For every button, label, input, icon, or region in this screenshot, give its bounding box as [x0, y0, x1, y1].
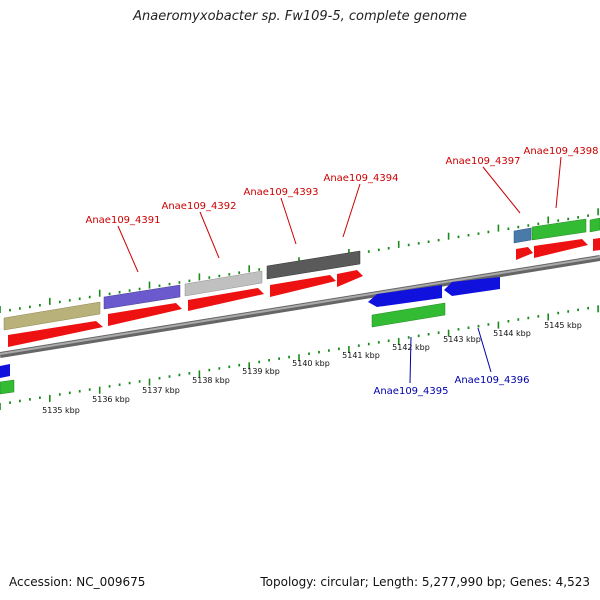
gene-label-4398[interactable]: Anae109_4398	[524, 146, 599, 157]
cds-arrow-4394[interactable]	[337, 270, 363, 287]
gene-bar-4397[interactable]	[513, 227, 532, 244]
kbp-label-5145: 5145 kbp	[544, 321, 582, 330]
cds-arrow-4391[interactable]	[108, 303, 182, 326]
kbp-label-5137: 5137 kbp	[142, 386, 180, 395]
kbp-label-5142: 5142 kbp	[392, 343, 430, 352]
kbp-label-5144: 5144 kbp	[493, 329, 531, 338]
lower-tick-ruler	[0, 305, 599, 410]
cds-arrow-4396[interactable]	[444, 277, 500, 296]
kbp-label-5139: 5139 kbp	[242, 367, 280, 376]
gene-bar-4391[interactable]	[103, 284, 181, 310]
cds-arrow-4392[interactable]	[188, 288, 264, 311]
kbp-label-5143: 5143 kbp	[443, 335, 481, 344]
gene-bar-4395[interactable]	[371, 302, 446, 328]
topology-label: Topology: circular; Length: 5,277,990 bp…	[260, 575, 590, 589]
cds-arrow-4399[interactable]	[593, 238, 600, 251]
gene-bar-4390[interactable]	[3, 301, 101, 331]
gene-bar-4399[interactable]	[589, 217, 600, 233]
gene-label-4393[interactable]: Anae109_4393	[244, 187, 319, 198]
leader-4392	[199, 211, 220, 259]
cds-arrow-4393[interactable]	[270, 275, 336, 297]
map-title: Anaeromyxobacter sp. Fw109-5, complete g…	[133, 9, 467, 24]
cds-arrow-left-edge[interactable]	[0, 364, 10, 378]
leader-4394	[342, 183, 361, 238]
accession-label: Accession: NC_009675	[9, 575, 146, 589]
kbp-label-5136: 5136 kbp	[92, 395, 130, 404]
gene-bar-4393[interactable]	[266, 250, 361, 280]
gene-label-4391[interactable]: Anae109_4391	[86, 215, 161, 226]
kbp-label-5140: 5140 kbp	[292, 359, 330, 368]
gene-label-4396[interactable]: Anae109_4396	[455, 375, 530, 386]
leader-4398	[555, 156, 562, 209]
gene-label-4397[interactable]: Anae109_4397	[446, 156, 521, 167]
lower-leader-lines	[409, 327, 492, 384]
leader-4391	[117, 225, 139, 273]
genome-backbone-highlight	[0, 256, 600, 355]
kbp-label-5138: 5138 kbp	[192, 376, 230, 385]
gene-bar-left-edge[interactable]	[0, 379, 15, 395]
leader-4395	[409, 336, 412, 384]
gene-label-4394[interactable]: Anae109_4394	[324, 173, 399, 184]
cds-arrow-4395[interactable]	[368, 285, 442, 307]
cds-arrow-4397[interactable]	[516, 247, 533, 260]
upper-leader-lines	[117, 156, 562, 273]
cds-arrow-4390[interactable]	[8, 321, 103, 347]
kbp-label-5135: 5135 kbp	[42, 406, 80, 415]
leader-4397	[482, 166, 521, 214]
upper-tick-ruler	[0, 208, 599, 313]
cds-arrow-4398[interactable]	[534, 239, 588, 258]
gene-label-4392[interactable]: Anae109_4392	[162, 201, 237, 212]
kbp-label-5141: 5141 kbp	[342, 351, 380, 360]
gene-bar-4392[interactable]	[184, 270, 263, 297]
gene-bar-4398[interactable]	[531, 218, 587, 241]
leader-4396	[477, 327, 492, 373]
gene-label-4395[interactable]: Anae109_4395	[374, 386, 449, 397]
leader-4393	[280, 197, 297, 245]
